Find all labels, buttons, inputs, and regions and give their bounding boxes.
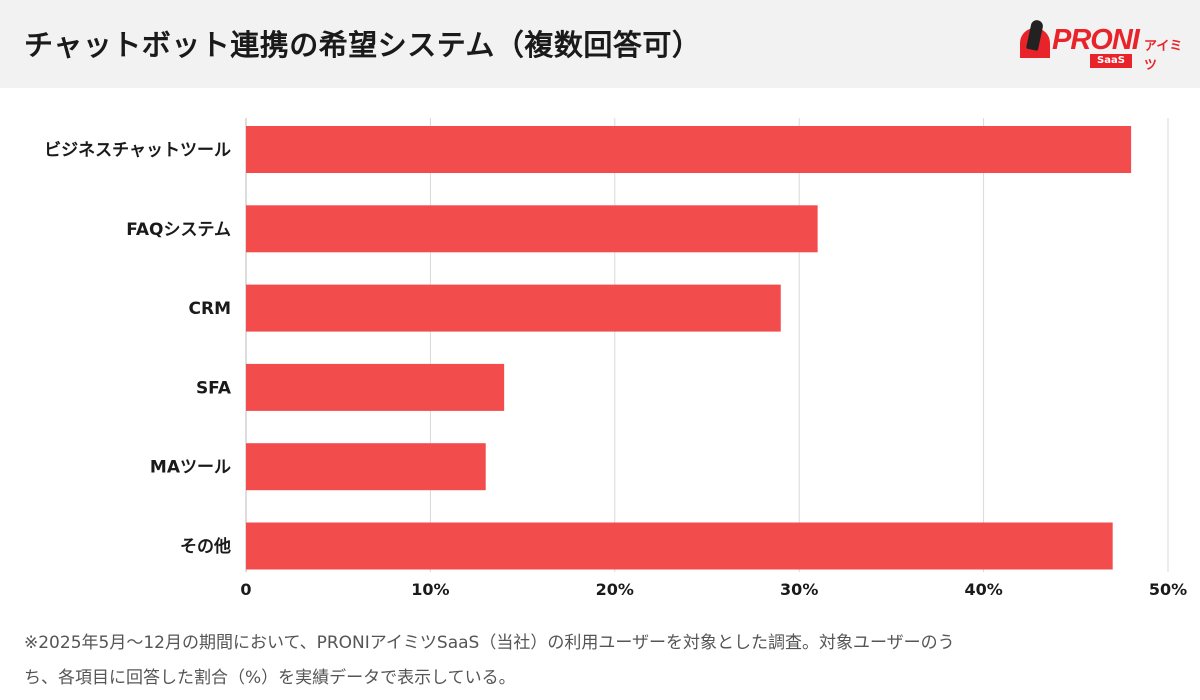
footnote-line-2: ち、各項目に回答した割合（%）を実績データで表示している。 — [24, 668, 516, 688]
bar — [246, 522, 1113, 570]
logo-badge: SaaS — [1090, 54, 1132, 68]
bar — [246, 126, 1132, 173]
category-label: SFA — [196, 378, 232, 398]
x-tick-label: 10% — [411, 580, 449, 599]
x-tick-label: 40% — [964, 580, 1002, 599]
category-label: CRM — [189, 299, 231, 319]
bar — [246, 363, 505, 411]
bar — [246, 443, 486, 491]
x-tick-label: 20% — [596, 580, 634, 599]
x-tick-label: 0 — [240, 580, 251, 599]
category-label: その他 — [180, 536, 231, 557]
bar-chart: 0 10% 20% 30% 40% 50% ビジネスチャットツール FAQシステム CRM SFA… — [44, 118, 1187, 599]
x-tick-label: 50% — [1149, 580, 1187, 599]
category-label: ビジネスチャットツール — [44, 141, 231, 161]
logo-brand: PRONI — [1052, 24, 1140, 56]
proni-logo: PRONI アイミツ SaaS — [1020, 18, 1190, 73]
header: チャットボット連携の希望システム（複数回答可） PRONI アイミツ SaaS — [0, 0, 1200, 88]
bar — [246, 205, 818, 253]
category-label: MAツール — [150, 458, 231, 478]
category-label: FAQシステム — [126, 220, 231, 240]
x-tick-label: 30% — [780, 580, 818, 599]
footnote-line-1: ※2025年5月〜12月の期間において、PRONIアイミツSaaS（当社）の利用… — [24, 633, 955, 653]
page-title: チャットボット連携の希望システム（複数回答可） — [24, 28, 702, 62]
bar — [246, 284, 781, 332]
logo-kana: アイミツ — [1144, 39, 1183, 73]
